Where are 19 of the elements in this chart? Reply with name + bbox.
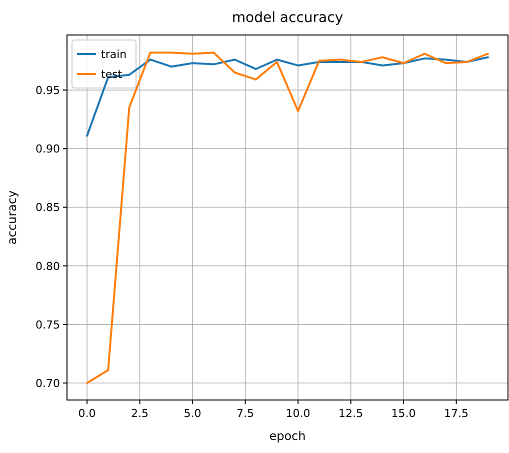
x-tick-label: 7.5	[236, 407, 254, 420]
x-tick-label: 5.0	[184, 407, 202, 420]
y-axis-title: accuracy	[5, 190, 19, 245]
y-tick-label: 0.90	[36, 142, 60, 156]
x-tick-label: 2.5	[131, 407, 149, 420]
x-tick-label: 12.5	[338, 407, 364, 420]
y-tick-label: 0.70	[36, 377, 60, 390]
x-tick-label: 17.5	[444, 407, 469, 420]
chart-title: model accuracy	[232, 10, 344, 26]
y-tick-label: 0.85	[36, 201, 60, 214]
x-tick-label: 0.0	[78, 407, 96, 420]
x-tick-label: 15.0	[391, 407, 416, 420]
line-series	[86, 52, 489, 384]
y-tick-label: 0.80	[36, 260, 60, 273]
y-tick-label: 0.95	[36, 84, 60, 98]
legend-label: train	[101, 48, 127, 61]
y-tick-label: 0.75	[36, 318, 60, 332]
x-axis-title: epoch	[269, 429, 306, 443]
x-tick-label: 10.0	[286, 407, 310, 420]
